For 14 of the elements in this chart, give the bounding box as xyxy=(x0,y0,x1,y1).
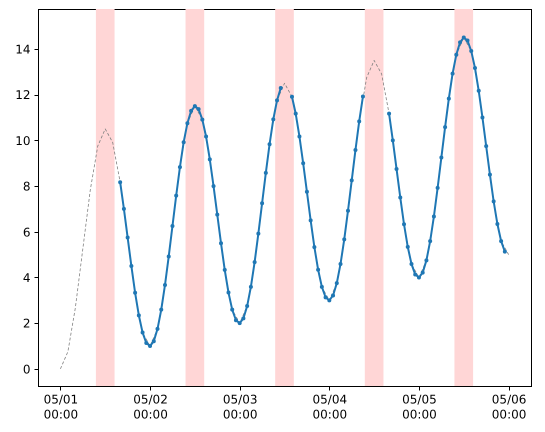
y-tick-label: 8 xyxy=(22,180,30,194)
x-tick-label: 05/02 00:00 xyxy=(133,392,168,422)
x-tick-label: 05/03 00:00 xyxy=(222,392,258,422)
x-tick-label: 05/05 00:00 xyxy=(402,392,437,422)
y-tick-label: 6 xyxy=(22,225,30,240)
x-tick-label: 05/01 00:00 xyxy=(44,392,78,422)
x-tick-label: 05/06 00:00 xyxy=(492,392,526,422)
y-tick-label: 10 xyxy=(15,134,30,148)
x-tick-label: 05/04 00:00 xyxy=(312,392,348,422)
y-tick-label: 4 xyxy=(22,270,30,285)
y-tick-label: 0 xyxy=(22,362,30,376)
y-tick-label: 2 xyxy=(22,316,30,331)
y-tick-label: 12 xyxy=(15,88,30,102)
y-tick-label: 14 xyxy=(15,42,30,56)
